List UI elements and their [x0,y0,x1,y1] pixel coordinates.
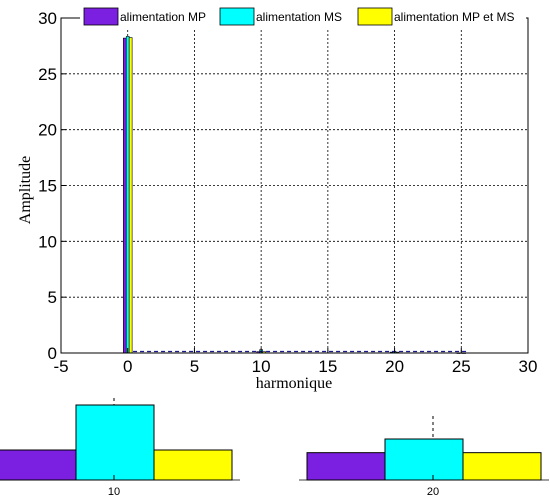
bar-alimentation-mp-h0 [123,38,126,353]
legend-swatch [220,8,254,25]
legend: alimentation MP alimentation MS alimentati… [80,6,526,28]
x-tick-label: 5 [190,357,199,376]
zoom-tick-label: 20 [427,486,439,498]
y-tick-label: 0 [48,344,57,363]
x-tick-label: 25 [452,357,471,376]
legend-entry: alimentation MS [256,10,342,24]
x-tick-label: 30 [519,357,538,376]
zoom-bar-alimentation-mp [307,453,385,480]
legend-swatch [358,8,392,25]
legend-entry: alimentation MP [120,10,206,24]
legend-entry: alimentation MP et MS [394,10,515,24]
bar-alimentation-ms-h0 [126,36,129,353]
x-tick-label: 0 [123,357,132,376]
zoom-bar-alimentation-mp-et-ms [154,450,232,480]
zoom-inset-10: 10 [0,398,240,498]
y-axis-label: Amplitude [17,156,34,224]
y-tick-label: 30 [38,9,57,28]
y-tick-label: 15 [38,177,57,196]
zoom-bar-alimentation-ms [76,405,154,480]
zoom-bar-alimentation-ms [385,439,463,480]
x-tick-label: 15 [318,357,337,376]
y-tick-label: 25 [38,65,57,84]
bar-alimentation-mp-et-ms-h0 [129,38,132,353]
zoom-bar-alimentation-mp-et-ms [463,453,541,480]
y-tick-label: 5 [48,288,57,307]
legend-swatch [84,8,118,25]
zoom-inset-20: 20 [299,416,549,498]
zoom-tick-label: 10 [108,486,120,498]
y-tick-label: 10 [38,232,57,251]
x-axis-label: harmonique [256,375,332,392]
x-tick-label: 10 [252,357,271,376]
x-tick-label: 20 [385,357,404,376]
y-tick-label: 20 [38,121,57,140]
zoom-bar-alimentation-mp [0,450,76,480]
